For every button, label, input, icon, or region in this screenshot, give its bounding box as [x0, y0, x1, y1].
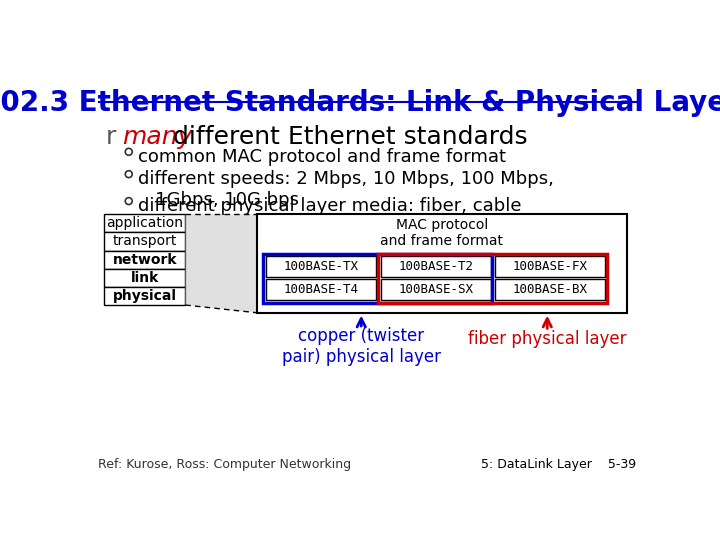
- Text: MAC protocol
and frame format: MAC protocol and frame format: [380, 218, 503, 248]
- Text: application: application: [106, 216, 183, 230]
- Bar: [495, 279, 606, 300]
- Text: copper (twister
pair) physical layer: copper (twister pair) physical layer: [282, 327, 441, 366]
- Bar: [381, 279, 490, 300]
- Text: transport: transport: [112, 234, 177, 248]
- Bar: [104, 251, 185, 269]
- Text: 100BASE-TX: 100BASE-TX: [284, 260, 359, 273]
- Text: fiber physical layer: fiber physical layer: [468, 330, 626, 348]
- Text: 100BASE-T2: 100BASE-T2: [398, 260, 473, 273]
- Bar: [381, 256, 490, 278]
- Bar: [104, 232, 185, 251]
- Text: link: link: [130, 271, 159, 285]
- Bar: [104, 287, 185, 305]
- Text: physical: physical: [112, 289, 176, 303]
- Polygon shape: [185, 214, 256, 313]
- Text: Ref: Kurose, Ross: Computer Networking: Ref: Kurose, Ross: Computer Networking: [98, 458, 351, 471]
- Bar: [377, 254, 607, 303]
- Bar: [104, 269, 185, 287]
- Text: many: many: [122, 125, 193, 149]
- Bar: [266, 256, 376, 278]
- Text: r: r: [106, 125, 116, 149]
- Text: different Ethernet standards: different Ethernet standards: [165, 125, 528, 149]
- Text: 802.3 Ethernet Standards: Link & Physical Layers: 802.3 Ethernet Standards: Link & Physica…: [0, 90, 720, 117]
- Bar: [495, 256, 606, 278]
- Text: 100BASE-FX: 100BASE-FX: [513, 260, 588, 273]
- Text: network: network: [112, 253, 177, 267]
- Text: common MAC protocol and frame format: common MAC protocol and frame format: [138, 148, 506, 166]
- Text: 100BASE-BX: 100BASE-BX: [513, 283, 588, 296]
- Text: different speeds: 2 Mbps, 10 Mbps, 100 Mbps,
   1Gbps, 10G bps: different speeds: 2 Mbps, 10 Mbps, 100 M…: [138, 170, 554, 209]
- Bar: [266, 279, 376, 300]
- Bar: [256, 214, 627, 313]
- Text: 5: DataLink Layer    5-39: 5: DataLink Layer 5-39: [481, 458, 636, 471]
- Text: 100BASE-SX: 100BASE-SX: [398, 283, 473, 296]
- Bar: [263, 254, 492, 303]
- Text: 100BASE-T4: 100BASE-T4: [284, 283, 359, 296]
- Bar: [104, 214, 185, 232]
- Text: different physical layer media: fiber, cable: different physical layer media: fiber, c…: [138, 197, 521, 215]
